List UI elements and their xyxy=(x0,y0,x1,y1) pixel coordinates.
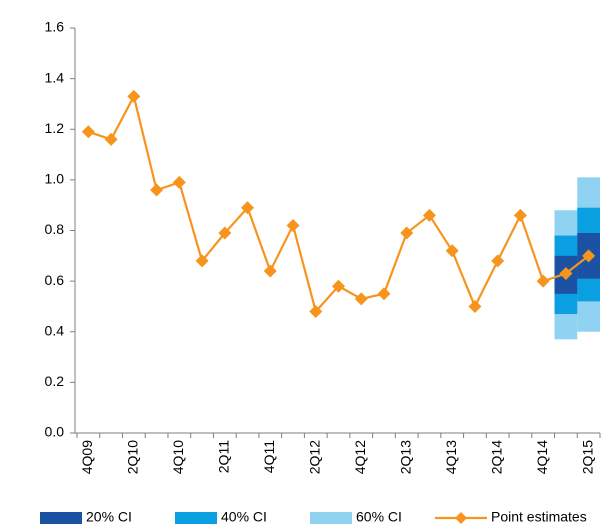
y-tick-label: 0.2 xyxy=(45,373,65,389)
legend-swatch xyxy=(175,512,217,524)
y-tick-label: 1.2 xyxy=(45,120,65,136)
y-tick-label: 0.0 xyxy=(45,424,65,440)
point-marker xyxy=(81,125,95,139)
point-marker xyxy=(309,305,323,318)
x-tick-label: 4Q10 xyxy=(170,440,186,474)
legend-label: 60% CI xyxy=(356,509,402,525)
legend-label: Point estimates xyxy=(491,509,587,525)
legend-swatch xyxy=(40,512,82,524)
x-tick-label: 2Q10 xyxy=(125,440,141,474)
y-tick-label: 0.4 xyxy=(45,322,65,338)
point-marker xyxy=(127,89,141,103)
y-tick-label: 1.4 xyxy=(45,69,65,85)
point-marker xyxy=(150,183,164,197)
point-marker xyxy=(582,249,596,263)
x-tick-label: 2Q15 xyxy=(579,440,595,474)
point-marker xyxy=(104,132,118,146)
legend-label: 40% CI xyxy=(221,509,267,525)
point-marker xyxy=(445,244,459,258)
x-tick-label: 4Q14 xyxy=(534,440,550,474)
point-marker xyxy=(377,287,391,301)
x-tick-label: 4Q11 xyxy=(261,440,277,473)
x-tick-label: 2Q12 xyxy=(306,440,322,474)
x-tick-label: 4Q09 xyxy=(79,440,95,474)
point-marker xyxy=(491,254,505,268)
point-marker xyxy=(559,267,573,281)
x-tick-label: 2Q11 xyxy=(216,440,232,473)
y-tick-label: 1.0 xyxy=(45,171,65,187)
legend-swatch xyxy=(310,512,352,524)
legend-label: 20% CI xyxy=(86,509,132,525)
point-marker xyxy=(218,226,232,240)
x-tick-label: 2Q13 xyxy=(397,440,413,474)
point-marker xyxy=(286,218,300,232)
point-marker xyxy=(332,279,345,293)
point-marker xyxy=(172,175,186,189)
x-tick-label: 4Q13 xyxy=(443,440,459,474)
point-marker xyxy=(536,274,550,288)
x-tick-label: 4Q12 xyxy=(352,440,368,474)
legend-marker xyxy=(455,512,467,524)
y-tick-label: 1.6 xyxy=(45,19,65,35)
series-line xyxy=(88,93,590,314)
point-marker xyxy=(513,208,527,222)
x-tick-label: 2Q14 xyxy=(488,440,504,474)
y-tick-label: 0.6 xyxy=(45,272,65,288)
point-marker xyxy=(263,264,277,278)
point-marker xyxy=(468,299,482,313)
point-marker xyxy=(241,201,255,215)
y-tick-label: 0.8 xyxy=(45,221,65,237)
point-marker xyxy=(422,208,436,222)
point-marker xyxy=(195,254,209,268)
point-marker xyxy=(354,292,368,306)
point-marker xyxy=(400,226,414,240)
